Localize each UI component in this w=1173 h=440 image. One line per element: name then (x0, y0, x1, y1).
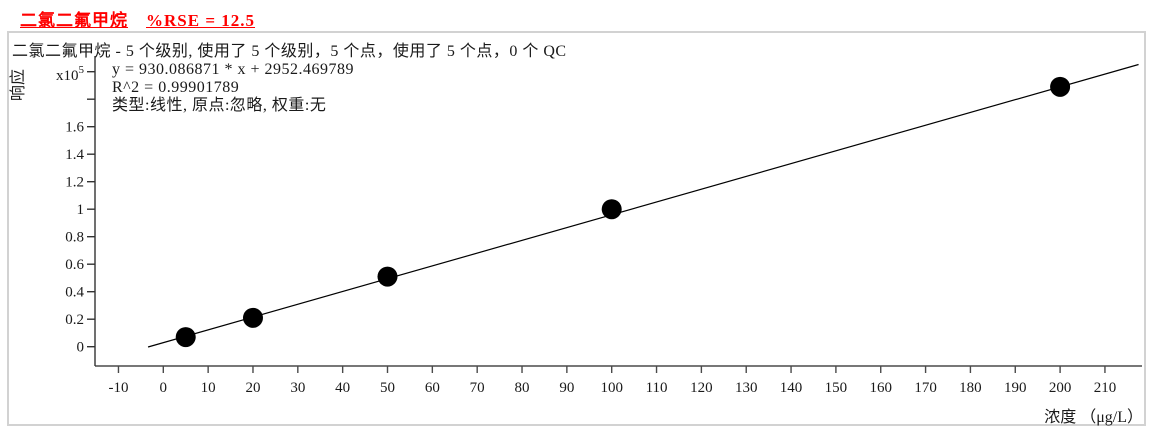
x-tick-label: 50 (380, 380, 395, 396)
calibration-summary: 二氯二氟甲烷 - 5 个级别, 使用了 5 个级别，5 个点，使用了 5 个点，… (12, 43, 567, 60)
x-tick-label: 0 (160, 380, 168, 396)
y-tick-label: 1.4 (65, 147, 84, 163)
x-tick-label: 150 (825, 380, 848, 396)
rse-value: %RSE = 12.5 (146, 11, 256, 30)
x-tick-label: -10 (108, 380, 128, 396)
compound-name: 二氯二氟甲烷 (20, 11, 128, 30)
x-tick-label: 120 (690, 380, 713, 396)
x-tick-label: 130 (735, 380, 758, 396)
calibration-point[interactable] (242, 307, 263, 328)
regression-equation: y = 930.086871 * x + 2952.469789 (112, 61, 355, 78)
calibration-fit-line (147, 63, 1139, 348)
x-tick-label: 10 (201, 380, 216, 396)
x-tick-label: 40 (335, 380, 350, 396)
y-scale-label: x105 (56, 64, 85, 84)
y-tick-label: 1.2 (65, 175, 84, 191)
x-tick-label: 60 (425, 380, 440, 396)
x-tick-label: 110 (646, 380, 668, 396)
y-tick-label: 0 (77, 340, 85, 356)
x-tick-label: 140 (780, 380, 803, 396)
calibration-point[interactable] (377, 266, 398, 287)
x-tick-label: 210 (1094, 380, 1117, 396)
y-tick-label: 1 (77, 202, 85, 218)
fit-type-line: 类型:线性, 原点:忽略, 权重:无 (112, 97, 327, 114)
calibration-point[interactable] (175, 327, 196, 348)
r-squared-value: R^2 = 0.99901789 (112, 79, 240, 96)
x-tick-label: 80 (515, 380, 530, 396)
fit-info-block: y = 930.086871 * x + 2952.469789 R^2 = 0… (112, 61, 354, 115)
y-tick-label: 0.8 (65, 230, 84, 246)
chart-border (7, 31, 1146, 426)
y-tick-label: 0.6 (65, 257, 84, 273)
calibration-point[interactable] (1050, 76, 1071, 97)
page-title: 二氯二氟甲烷 %RSE = 12.5 (20, 6, 255, 31)
x-tick-label: 160 (869, 380, 892, 396)
x-tick-label: 180 (959, 380, 982, 396)
y-tick-label: 1.6 (65, 120, 84, 136)
x-tick-label: 100 (600, 380, 623, 396)
calibration-point[interactable] (601, 199, 622, 220)
x-tick-label: 30 (290, 380, 305, 396)
y-tick-label: 0.2 (65, 312, 84, 328)
x-axis-label: 浓度 （μg/L） (1044, 409, 1143, 426)
x-tick-label: 90 (559, 380, 574, 396)
x-tick-label: 20 (245, 380, 260, 396)
x-tick-label: 70 (470, 380, 485, 396)
x-tick-label: 190 (1004, 380, 1027, 396)
x-tick-label: 200 (1049, 380, 1072, 396)
x-tick-label: 170 (914, 380, 937, 396)
y-tick-label: 0.4 (65, 285, 84, 301)
